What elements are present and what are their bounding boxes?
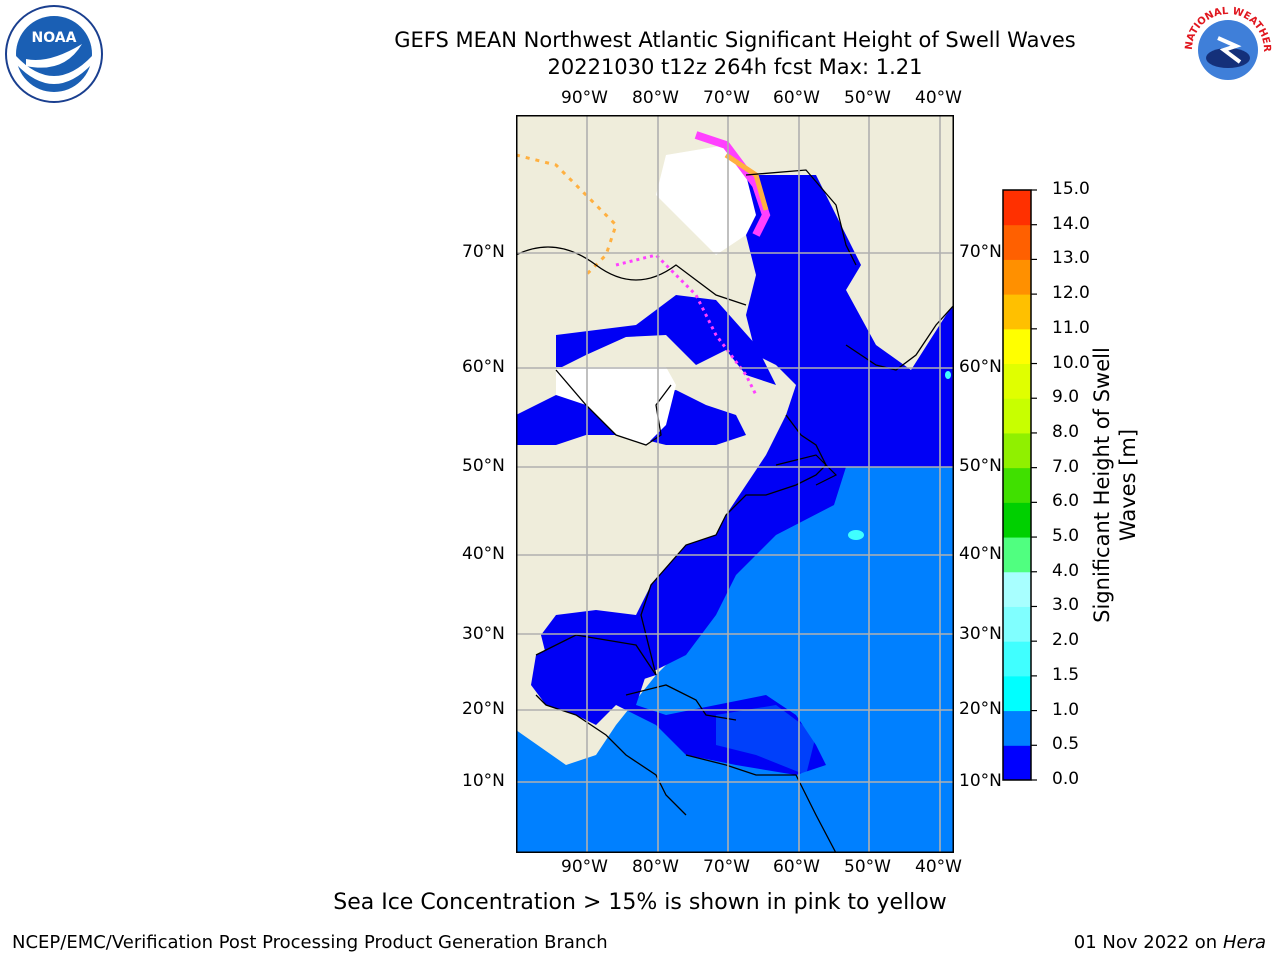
lon-label-top: 50°W [844,88,891,108]
lon-label-bottom: 90°W [561,857,608,877]
lat-label-right: 10°N [959,771,1002,791]
lon-label-top: 90°W [561,88,608,108]
lon-label-bottom: 80°W [632,857,679,877]
lon-label-top: 60°W [773,88,820,108]
title-line-1: GEFS MEAN Northwest Atlantic Significant… [394,28,1076,52]
lat-label-left: 60°N [462,357,505,377]
lat-label-right: 50°N [959,456,1002,476]
lon-label-bottom: 60°W [773,857,820,877]
colorbar-segment [1003,606,1031,642]
colorbar-tick-label: 9.0 [1052,387,1080,408]
colorbar-segment [1003,294,1031,330]
sea-ice-note: Sea Ice Concentration > 15% is shown in … [333,890,947,915]
lat-label-left: 30°N [462,624,505,644]
colorbar-tick-label: 6.0 [1052,491,1080,512]
colorbar-tick-label: 14.0 [1052,213,1090,234]
colorbar-tick-label: 0.5 [1052,734,1080,755]
colorbar-segment [1003,190,1031,226]
lat-label-left: 40°N [462,544,505,564]
lon-label-top: 70°W [703,88,750,108]
noaa-logo-icon: NOAA [5,5,103,103]
lat-label-right: 70°N [959,242,1002,262]
ocean-swell-0.5-1.0 [516,465,954,853]
colorbar-tick-label: 2.0 [1052,630,1080,651]
colorbar-segment [1003,641,1031,677]
colorbar-tick-label: 11.0 [1052,317,1090,338]
colorbar-segment [1003,224,1031,260]
colorbar-segment [1003,745,1031,781]
title-line-2: 20221030 t12z 264h fcst Max: 1.21 [547,55,923,79]
colorbar-segment [1003,675,1031,712]
lon-label-top: 40°W [915,88,962,108]
colorbar-tick-label: 4.0 [1052,560,1080,581]
colorbar-segment [1003,328,1031,365]
lon-label-bottom: 40°W [915,857,962,877]
colorbar-tick-label: 10.0 [1052,352,1090,373]
lat-label-left: 50°N [462,456,505,476]
lat-label-right: 30°N [959,624,1002,644]
colorbar-segment [1003,467,1031,503]
colorbar-tick-label: 12.0 [1052,283,1090,304]
lat-label-left: 70°N [462,242,505,262]
svg-text:NOAA: NOAA [32,30,77,46]
colorbar-segment [1003,710,1031,746]
nws-logo-icon: NATIONAL WEATHER SERVICE [1178,0,1274,96]
colorbar-tick-label: 3.0 [1052,595,1080,616]
colorbar-label: Significant Height of Swell Waves [m] [1090,347,1140,623]
colorbar-tick-label: 15.0 [1052,179,1090,199]
colorbar-segment [1003,571,1031,607]
footer-credit: NCEP/EMC/Verification Post Processing Pr… [12,932,608,953]
footer-date: 01 Nov 2022 on Hera [1074,932,1266,953]
colorbar-tick-label: 0.0 [1052,769,1080,789]
colorbar-segment [1003,398,1031,434]
colorbar-tick-label: 13.0 [1052,248,1090,269]
footer-host: Hera [1222,932,1266,953]
sea-ice-region [656,145,756,255]
colorbar-segment [1003,537,1031,573]
lat-label-right: 20°N [959,699,1002,719]
lat-label-left: 20°N [462,699,505,719]
footer-date-text: 01 Nov 2022 on [1073,932,1218,953]
lat-label-right: 60°N [959,357,1002,377]
lat-label-left: 10°N [462,771,505,791]
colorbar-tick-label: 1.0 [1052,699,1080,720]
lat-label-right: 40°N [959,544,1002,564]
colorbar-tick-label: 7.0 [1052,456,1080,477]
lon-label-bottom: 70°W [703,857,750,877]
colorbar-tick-label: 8.0 [1052,421,1080,442]
swell-height-map [516,115,954,853]
colorbar-segment [1003,502,1031,538]
colorbar-segment [1003,432,1031,469]
colorbar-tick-label: 5.0 [1052,526,1080,547]
colorbar-segment [1003,363,1031,399]
ocean-swell-0-0.5 [541,175,954,775]
lon-label-bottom: 50°W [844,857,891,877]
colorbar-segment [1003,259,1031,295]
lon-label-top: 80°W [632,88,679,108]
colorbar [1002,189,1037,781]
colorbar-tick-label: 1.5 [1052,664,1080,685]
